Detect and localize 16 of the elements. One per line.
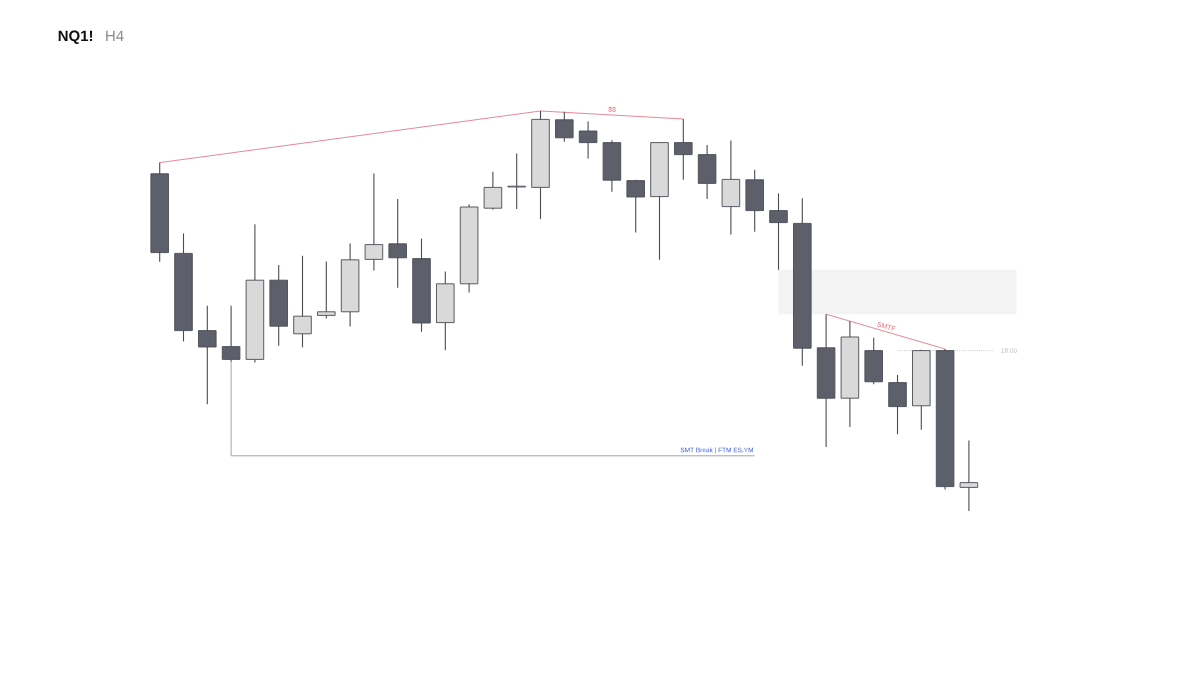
- candlestick: [578, 120, 598, 160]
- chart-title: NQ1!: [58, 30, 93, 44]
- candlestick: [388, 198, 407, 289]
- candlestick: [674, 118, 693, 181]
- candlestick: [507, 152, 526, 210]
- chart-subtitle: H4: [106, 30, 124, 41]
- candlestick: [198, 305, 217, 405]
- candlestick: [888, 374, 907, 435]
- candlestick: [293, 255, 312, 348]
- candlestick: [769, 192, 788, 271]
- candlestick: [959, 440, 979, 512]
- candlestick: [364, 172, 384, 272]
- candlestick: [626, 179, 645, 234]
- candlestick: [483, 171, 503, 211]
- candlestick: [555, 111, 574, 143]
- candlestick: [317, 260, 336, 320]
